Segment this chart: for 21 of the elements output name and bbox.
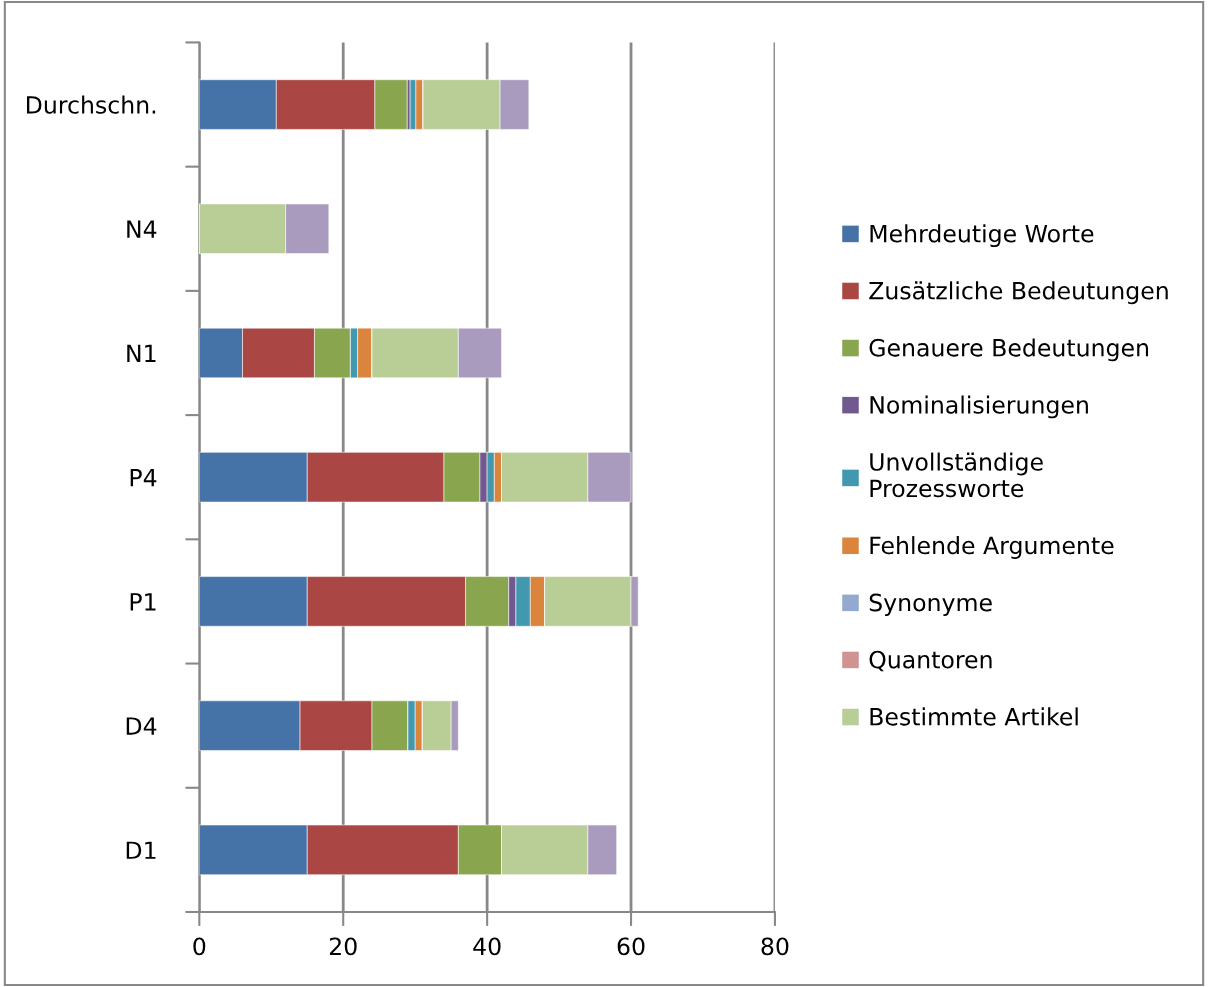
legend-label: Synonyme bbox=[869, 593, 992, 617]
legend-label: Fehlende Argumente bbox=[870, 536, 1114, 559]
legend-label: Mehrdeutige Worte bbox=[870, 224, 1094, 248]
legend-label: Quantoren bbox=[869, 650, 992, 672]
y-tick-label: P1 bbox=[130, 593, 156, 611]
x-tick-label: 60 bbox=[617, 937, 645, 956]
legend-label: Bestimmte Artikel bbox=[870, 707, 1078, 726]
x-tick-label: 80 bbox=[761, 937, 789, 956]
legend-label: Nominalisierungen bbox=[870, 395, 1088, 419]
y-tick-label: P4 bbox=[130, 468, 157, 487]
y-tick-label: N4 bbox=[127, 220, 157, 238]
x-tick-label: 40 bbox=[473, 937, 501, 956]
x-tick-label: 0 bbox=[193, 937, 206, 956]
legend-label: Zusätzliche Bedeutungen bbox=[869, 281, 1168, 305]
y-tick-label: Durchschn. bbox=[26, 95, 156, 114]
y-tick-label: D1 bbox=[126, 841, 156, 859]
x-tick-label: 20 bbox=[329, 937, 357, 956]
legend-label: Genauere Bedeutungen bbox=[869, 338, 1149, 362]
y-tick-label: D4 bbox=[126, 717, 157, 735]
y-tick-label: N1 bbox=[127, 344, 156, 362]
legend-label: Unvollständige Prozessworte bbox=[870, 452, 1043, 498]
